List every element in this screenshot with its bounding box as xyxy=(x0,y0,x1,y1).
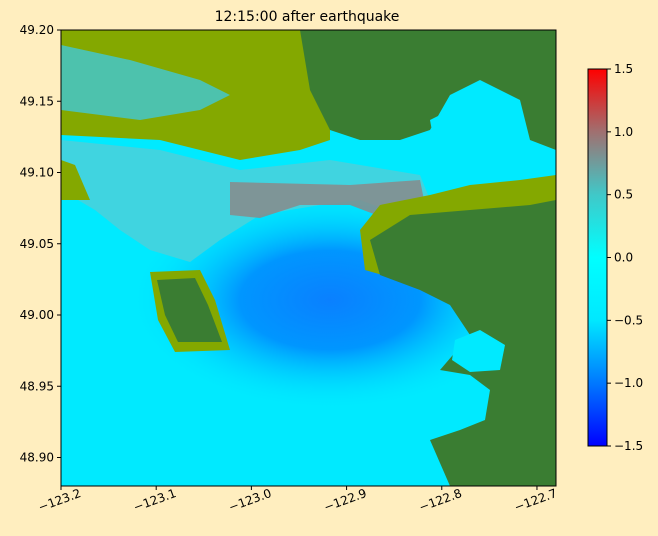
y-tick-label: 49.05 xyxy=(20,237,54,251)
colorbar-tick-label: 1.5 xyxy=(614,62,633,76)
colorbar-tick-label: 0.0 xyxy=(614,251,633,265)
land xyxy=(61,160,90,200)
y-tick-label: 49.20 xyxy=(20,23,54,37)
x-tick-label: −123.1 xyxy=(132,486,179,514)
river xyxy=(61,45,230,120)
bay xyxy=(430,100,530,190)
y-tick-label: 49.15 xyxy=(20,94,54,108)
colorbar xyxy=(587,68,608,447)
y-tick-label: 49.10 xyxy=(20,166,54,180)
x-tick-label: −122.9 xyxy=(322,486,369,514)
upland xyxy=(370,200,556,486)
x-tick-label: −123.2 xyxy=(36,486,83,514)
bay xyxy=(452,330,505,372)
y-tick-label: 48.90 xyxy=(20,451,54,465)
x-tick-label: −122.7 xyxy=(512,486,559,514)
map xyxy=(61,30,556,486)
colorbar-tick-label: −1.0 xyxy=(614,376,643,390)
colorbar-tick-label: −1.5 xyxy=(614,439,643,453)
x-tick-label: −122.8 xyxy=(417,486,464,514)
colorbar-tick-label: 1.0 xyxy=(614,125,633,139)
chart-title: 12:15:00 after earthquake xyxy=(215,9,400,25)
upland xyxy=(300,30,556,150)
upland xyxy=(157,278,222,342)
y-tick-label: 48.95 xyxy=(20,379,54,393)
colorbar-tick-label: 0.5 xyxy=(614,188,633,202)
plot-frame xyxy=(60,29,557,487)
colorbar-tick-label: −0.5 xyxy=(614,313,643,327)
y-tick-label: 49.00 xyxy=(20,308,54,322)
x-tick-label: −123.0 xyxy=(227,486,274,514)
